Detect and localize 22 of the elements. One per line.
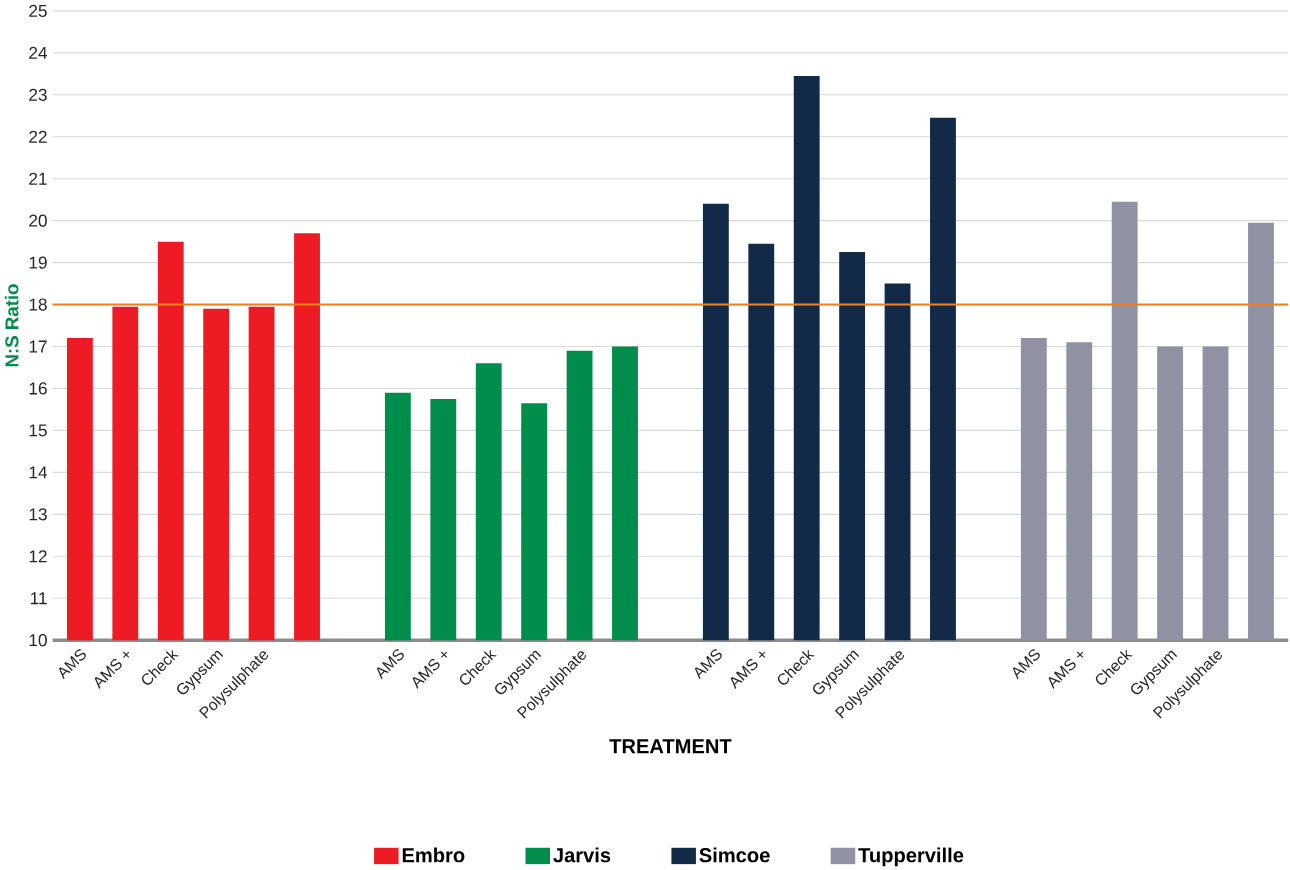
y-tick-label: 24 [29, 46, 48, 59]
y-tick-label: 22 [29, 130, 47, 143]
x-axis-title: TREATMENT [609, 739, 732, 754]
y-tick-label: 17 [29, 340, 47, 353]
y-tick-label: 16 [29, 382, 47, 395]
y-axis-title: N:S Ratio [4, 284, 19, 367]
legend-label: Tupperville [858, 847, 964, 867]
y-tick-label: 13 [29, 508, 47, 521]
y-tick-label: 12 [29, 550, 47, 563]
y-tick-label: 25 [29, 4, 47, 17]
y-tick-label: 20 [29, 214, 47, 227]
y-tick-label: 21 [29, 172, 47, 185]
y-tick-label: 23 [29, 88, 47, 101]
y-tick-label: 18 [29, 298, 47, 311]
y-tick-label: 10 [29, 634, 47, 647]
y-tick-label: 15 [29, 424, 47, 437]
legend-label: Simcoe [699, 847, 770, 863]
y-tick-label: 19 [29, 256, 47, 269]
y-tick-label: 11 [30, 592, 47, 605]
legend-label: Embro [402, 847, 465, 863]
y-tick-label: 14 [29, 466, 48, 479]
legend-label: Jarvis [553, 847, 611, 863]
